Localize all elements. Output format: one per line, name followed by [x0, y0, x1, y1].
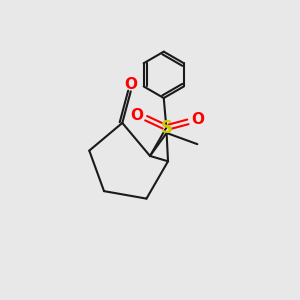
Text: O: O — [191, 112, 204, 127]
Text: O: O — [130, 108, 143, 123]
Text: O: O — [124, 77, 137, 92]
Text: S: S — [160, 118, 172, 136]
